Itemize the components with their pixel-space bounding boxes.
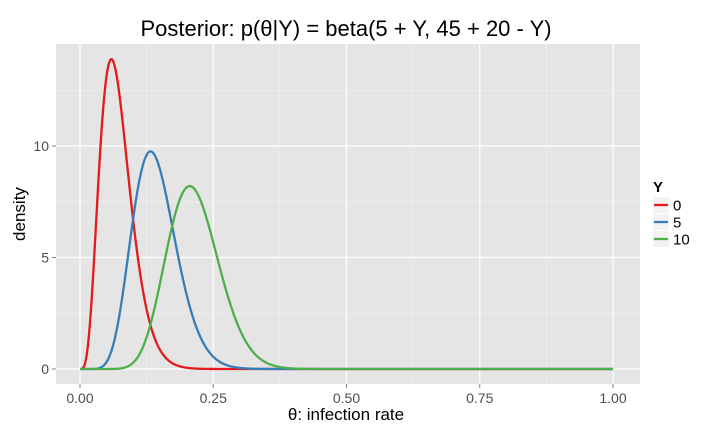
y-axis-ticks: 0 5 10 [33, 138, 56, 377]
series-line-10 [79, 184, 614, 371]
y-tick-label: 0 [41, 361, 49, 377]
legend-title: Y [653, 179, 663, 196]
y-axis-title: density [10, 187, 29, 241]
x-tick-label: 0.75 [466, 390, 493, 406]
legend-label-5: 5 [673, 215, 681, 232]
x-tick-label: 1.00 [599, 390, 626, 406]
x-axis-ticks: 0.00 0.25 0.50 0.75 1.00 [66, 384, 627, 406]
y-tick-label: 5 [41, 250, 49, 266]
plot-panel [56, 44, 640, 384]
legend-label-0: 0 [673, 198, 681, 215]
x-tick-label: 0.50 [333, 390, 360, 406]
legend-label-10: 10 [673, 232, 690, 249]
y-tick-label: 10 [33, 138, 49, 154]
chart-title: Posterior: p(θ|Y) = beta(5 + Y, 45 + 20 … [140, 16, 551, 41]
x-tick-label: 0.25 [200, 390, 227, 406]
x-tick-label: 0.00 [66, 390, 93, 406]
series-lines [79, 58, 614, 371]
x-axis-title: θ: infection rate [288, 405, 404, 424]
